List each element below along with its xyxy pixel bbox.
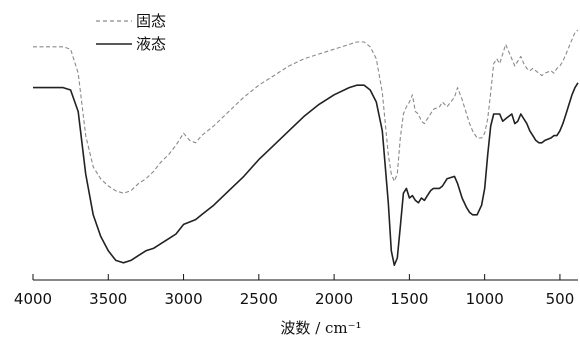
x-tick-label: 1500 [390, 290, 428, 308]
x-tick-label: 3000 [164, 290, 202, 308]
legend: 固态 液态 [96, 12, 166, 53]
x-tick-label: 3500 [89, 290, 127, 308]
x-tick-label: 2000 [315, 290, 353, 308]
series-line-solid-state [33, 29, 579, 194]
x-tick-label: 1000 [466, 290, 504, 308]
x-tick-label: 2500 [240, 290, 278, 308]
series-line-liquid-state [33, 82, 579, 266]
series-group [33, 29, 579, 266]
legend-label-liquid-state: 液态 [136, 35, 166, 53]
legend-label-solid-state: 固态 [136, 12, 166, 30]
x-axis-ticks: 4000 3500 3000 2500 2000 1500 1000 500 [14, 274, 574, 308]
x-axis-title: 波数 / cm⁻¹ [280, 319, 361, 337]
x-tick-label: 500 [546, 290, 575, 308]
x-tick-label: 4000 [14, 290, 52, 308]
